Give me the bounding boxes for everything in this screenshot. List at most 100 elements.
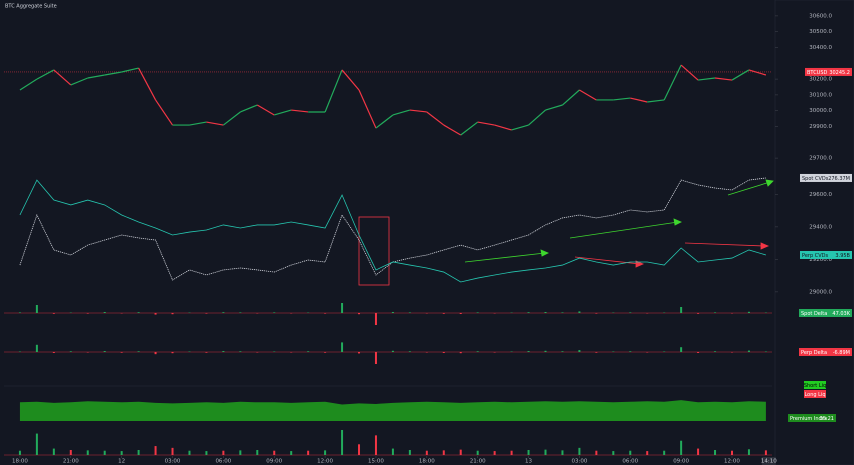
bar (290, 451, 293, 455)
price-segment (731, 69, 750, 81)
bar (595, 450, 598, 455)
bar (341, 342, 344, 352)
trend-arrows (464, 179, 774, 263)
bar (408, 351, 411, 352)
arrow-head (540, 249, 549, 257)
y-tick-label: 29400.0 (809, 224, 832, 230)
y-tick-label: 30500.0 (809, 29, 832, 35)
bar (205, 451, 208, 455)
price-segment (53, 69, 72, 86)
price-segment (358, 89, 377, 129)
long-liq-label: Long Liq (804, 392, 825, 398)
x-tick-label: 03:00 (571, 459, 587, 465)
x-tick-label: 12:00 (317, 459, 333, 465)
y-tick-label: 30100.0 (809, 92, 832, 98)
bar (476, 450, 479, 455)
bar (374, 352, 377, 364)
bar (561, 312, 564, 313)
cvd-line (19, 177, 766, 281)
premium-value: 35.21 (820, 416, 834, 422)
price-segment (698, 77, 716, 81)
bar (408, 450, 411, 455)
bar (103, 351, 106, 352)
bar (154, 446, 157, 455)
highlight-box (358, 216, 390, 286)
bar (137, 450, 140, 455)
bar (714, 351, 717, 352)
y-tick-label: 30600.0 (809, 13, 832, 19)
price-segment (189, 121, 207, 126)
price-segment (392, 109, 411, 116)
y-tick-label: 30400.0 (809, 45, 832, 51)
bar (408, 312, 411, 313)
bar (341, 430, 344, 455)
arrow (684, 242, 766, 247)
bar (697, 313, 700, 314)
bar (52, 448, 55, 455)
bar (324, 450, 327, 455)
price-badge (805, 67, 852, 76)
bar (239, 312, 242, 313)
bar (459, 313, 462, 314)
bar (341, 303, 344, 313)
bar (561, 351, 564, 352)
chart-title: BTC Aggregate Suite (5, 4, 57, 10)
bar (35, 344, 38, 352)
cvd-value: 276.37M (828, 176, 850, 182)
arrow (464, 252, 546, 263)
bar (86, 450, 89, 455)
price-segment (748, 69, 767, 76)
price-segment (36, 69, 55, 80)
x-tick-label: 15:00 (368, 459, 384, 465)
bar (697, 448, 700, 455)
arrow (574, 256, 641, 265)
x-tick-label: 13 (525, 459, 532, 465)
delta-name: Spot Delta (801, 311, 827, 317)
bar (324, 352, 327, 353)
price-segment (545, 104, 563, 111)
price-segment (70, 77, 88, 86)
bar (239, 351, 242, 352)
bar (680, 440, 683, 455)
bar (120, 451, 123, 455)
price-segment (274, 109, 292, 116)
bar (188, 450, 191, 455)
cvd-value: 3.95B (835, 253, 850, 259)
bar (730, 450, 733, 455)
bar (442, 313, 445, 314)
cvd-name: Spot CVDs (802, 176, 829, 182)
bar (391, 448, 394, 455)
bar (391, 350, 394, 352)
price-segment (579, 89, 597, 101)
price-segment (613, 97, 631, 101)
bar (273, 450, 276, 455)
bar (612, 451, 615, 455)
bar (35, 433, 38, 455)
delta-badge (799, 348, 852, 356)
x-tick-label: 21:00 (470, 459, 486, 465)
bar (205, 313, 208, 314)
price-segment (121, 67, 139, 73)
y-tick-label: 29700.0 (809, 156, 832, 162)
price-segment (426, 111, 445, 126)
price-segment (341, 69, 360, 91)
bar (171, 352, 174, 354)
bar (273, 312, 276, 313)
bar (425, 450, 428, 455)
bar (69, 351, 72, 352)
bar (35, 305, 38, 313)
bar (476, 312, 479, 313)
y-tick-label: 29900.0 (809, 124, 832, 130)
bar (222, 450, 225, 455)
arrow (727, 181, 771, 196)
delta-badge (799, 309, 852, 317)
price-segment (680, 64, 699, 81)
premium-name: Premium Index (790, 416, 828, 422)
x-tick-label: 18:00 (419, 459, 435, 465)
bar (578, 447, 581, 455)
price-segment (19, 78, 38, 91)
short-liq-badge (804, 381, 826, 389)
bar (256, 450, 259, 455)
x-tick-label: 12 (118, 459, 125, 465)
